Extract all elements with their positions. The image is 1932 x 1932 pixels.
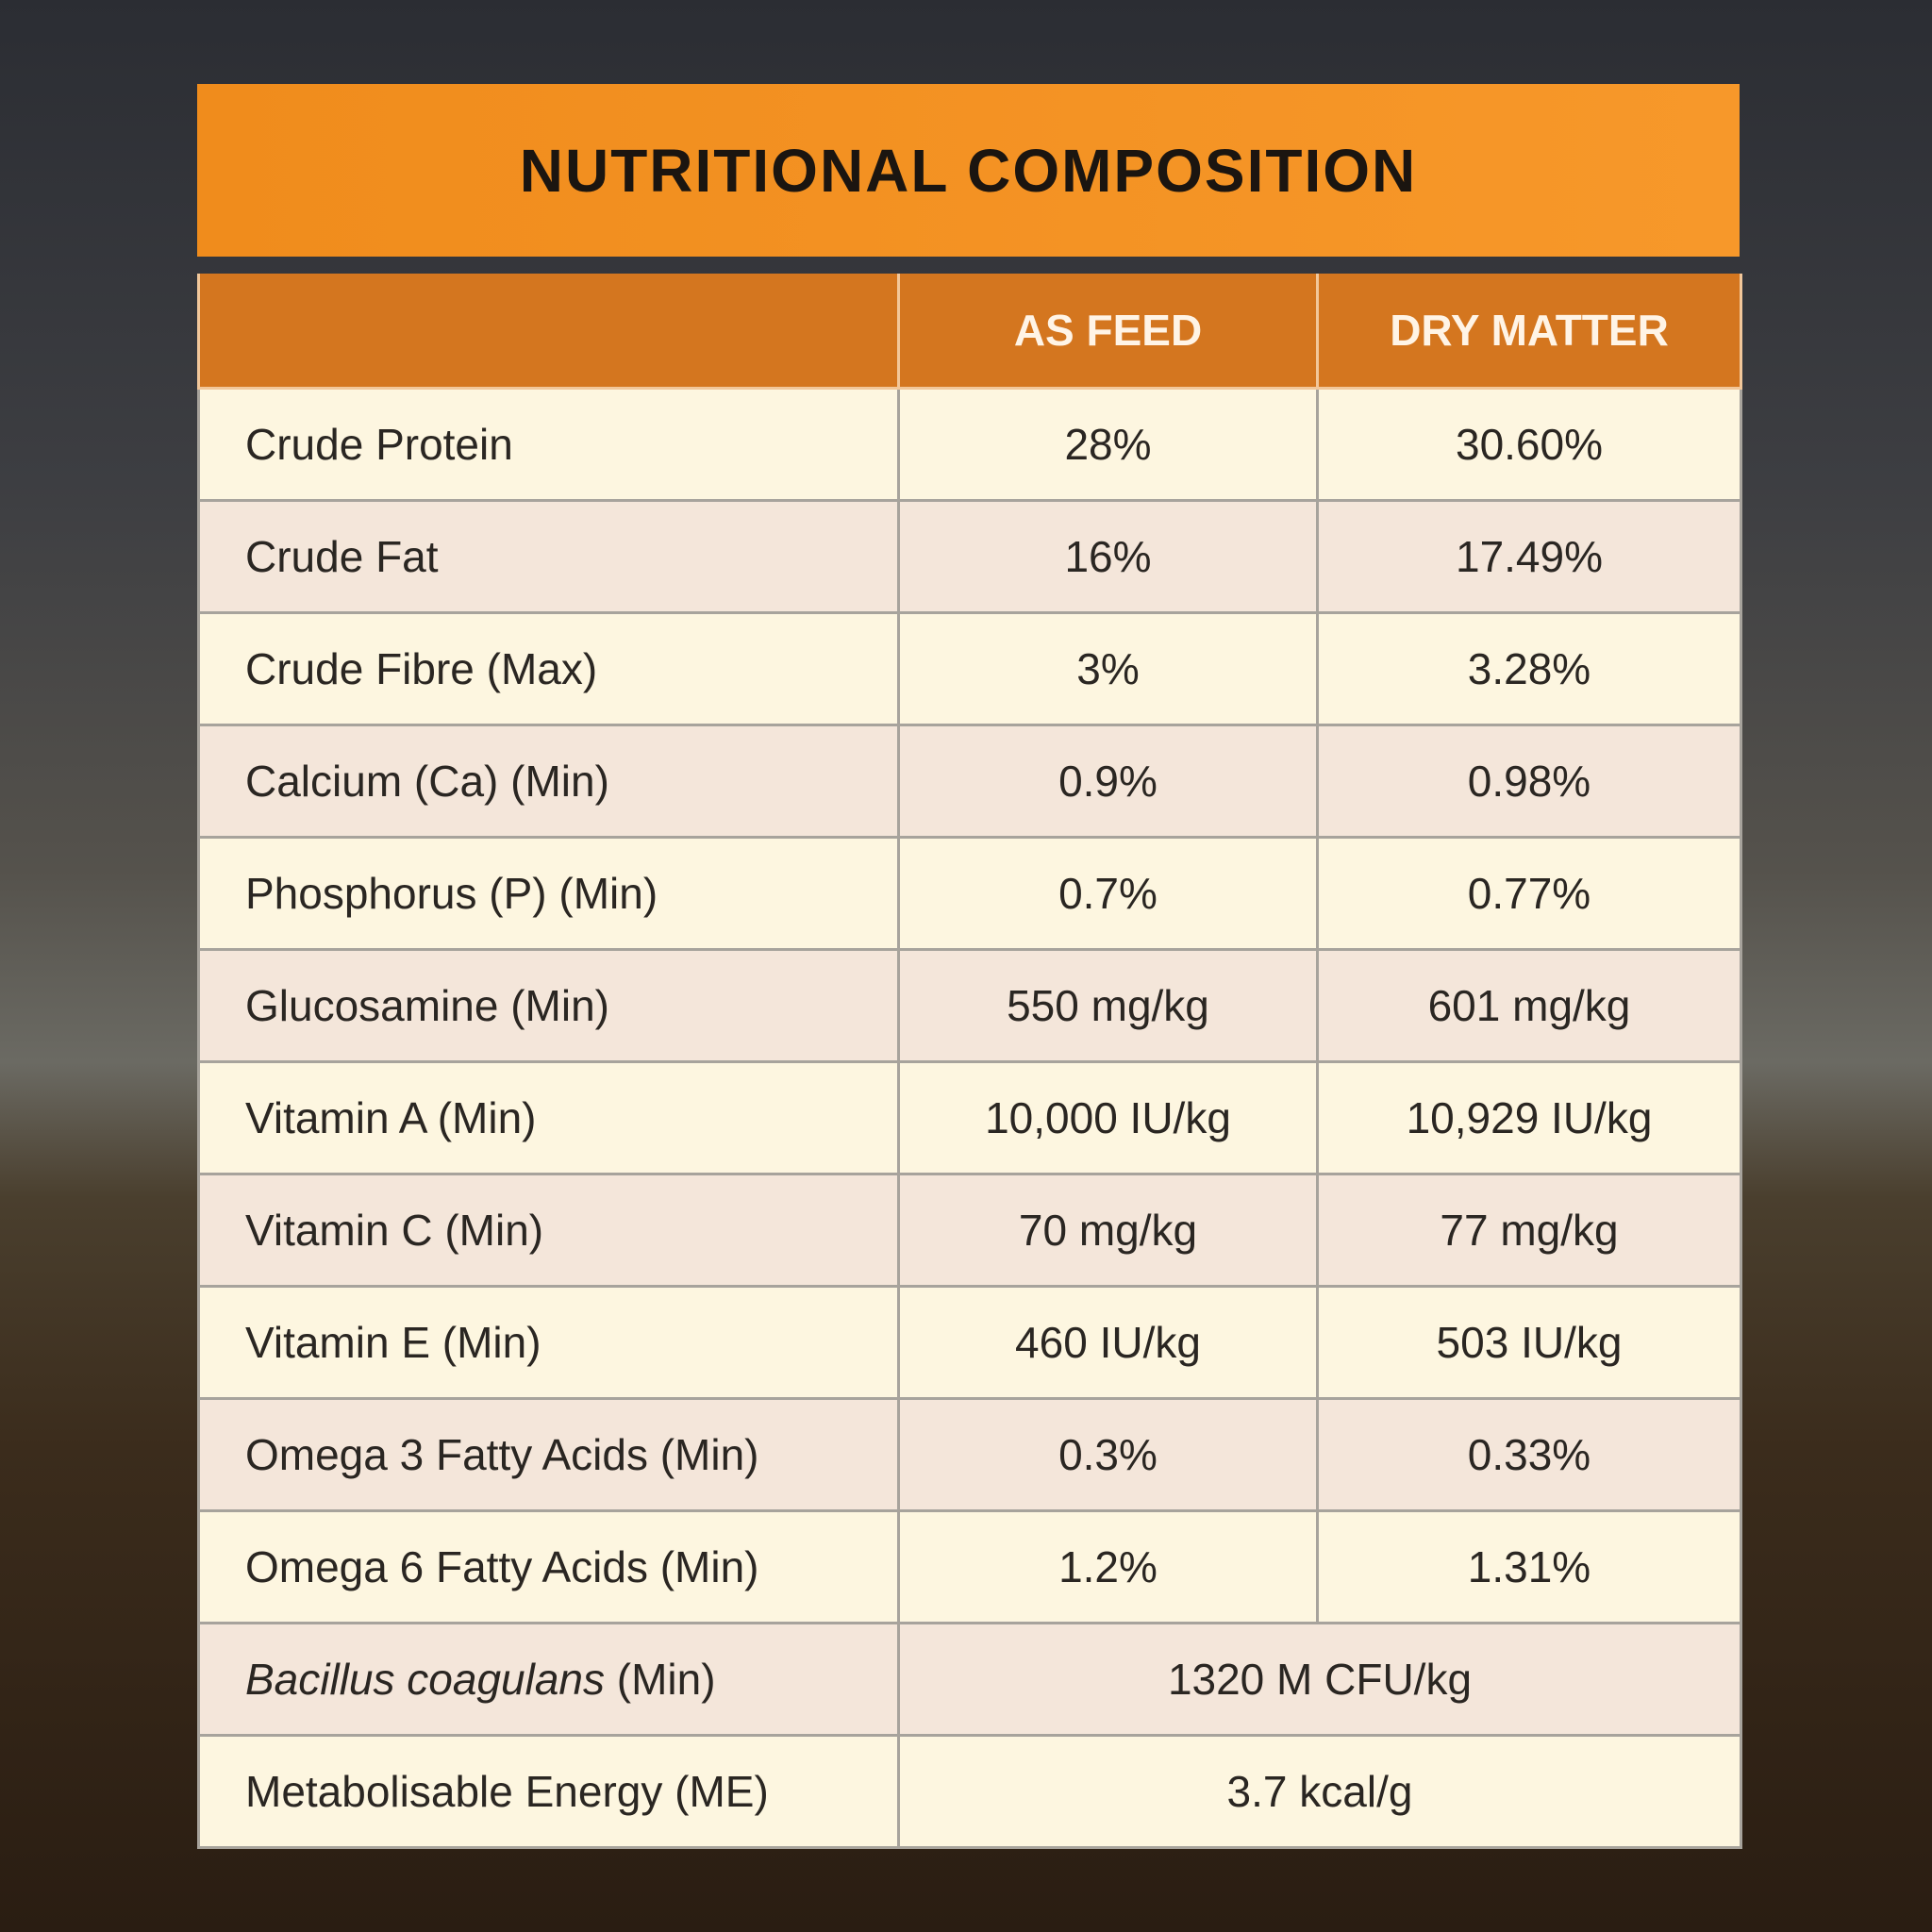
dry-matter-value: 10,929 IU/kg [1316, 1060, 1742, 1175]
column-header: DRY MATTER [1316, 274, 1742, 390]
table-row: Vitamin C (Min) 70 mg/kg 77 mg/kg [197, 1173, 1742, 1288]
as-feed-value: 10,000 IU/kg [897, 1060, 1319, 1175]
row-label: Calcium (Ca) (Min) [197, 724, 900, 839]
as-feed-value: 28% [897, 387, 1319, 502]
row-label-text: Metabolisable Energy (ME) [245, 1767, 769, 1816]
dry-matter-value: 30.60% [1316, 387, 1742, 502]
as-feed-value: 0.7% [897, 836, 1319, 951]
row-label-text: Crude Protein [245, 420, 513, 469]
title-bar: NUTRITIONAL COMPOSITION [197, 84, 1740, 257]
row-label-text: Glucosamine (Min) [245, 981, 609, 1030]
table-row: Vitamin A (Min) 10,000 IU/kg 10,929 IU/kg [197, 1060, 1742, 1175]
dry-matter-value: 0.98% [1316, 724, 1742, 839]
row-label-text: Calcium (Ca) (Min) [245, 757, 609, 806]
row-label: Omega 3 Fatty Acids (Min) [197, 1397, 900, 1512]
dry-matter-value: 503 IU/kg [1316, 1285, 1742, 1400]
as-feed-value: 3% [897, 611, 1319, 726]
row-label: Bacillus coagulans (Min) [197, 1622, 900, 1737]
row-label-text: Crude Fibre (Max) [245, 644, 598, 693]
table-row: Crude Protein 28% 30.60% [197, 387, 1742, 502]
row-label: Glucosamine (Min) [197, 948, 900, 1063]
table-row: Crude Fibre (Max) 3% 3.28% [197, 611, 1742, 726]
row-label: Phosphorus (P) (Min) [197, 836, 900, 951]
as-feed-value: 70 mg/kg [897, 1173, 1319, 1288]
row-label-text: Omega 3 Fatty Acids (Min) [245, 1430, 759, 1479]
table-row: Omega 3 Fatty Acids (Min) 0.3% 0.33% [197, 1397, 1742, 1512]
dry-matter-value: 1.31% [1316, 1509, 1742, 1624]
table-row: Metabolisable Energy (ME) 3.7 kcal/g [197, 1734, 1742, 1849]
row-label: Crude Fat [197, 499, 900, 614]
dry-matter-value: 0.33% [1316, 1397, 1742, 1512]
as-feed-value: 16% [897, 499, 1319, 614]
merged-value: 3.7 kcal/g [897, 1734, 1742, 1849]
as-feed-value: 0.3% [897, 1397, 1319, 1512]
row-label-text: (Min) [616, 1655, 716, 1704]
row-label: Omega 6 Fatty Acids (Min) [197, 1509, 900, 1624]
title: NUTRITIONAL COMPOSITION [519, 136, 1418, 205]
dry-matter-value: 77 mg/kg [1316, 1173, 1742, 1288]
dry-matter-value: 3.28% [1316, 611, 1742, 726]
table-row: Crude Fat 16% 17.49% [197, 499, 1742, 614]
table-row: Glucosamine (Min) 550 mg/kg 601 mg/kg [197, 948, 1742, 1063]
row-label: Vitamin E (Min) [197, 1285, 900, 1400]
header-cell [197, 274, 900, 390]
row-label-text: Phosphorus (P) (Min) [245, 869, 658, 918]
row-label: Vitamin A (Min) [197, 1060, 900, 1175]
table-row: Phosphorus (P) (Min) 0.7% 0.77% [197, 836, 1742, 951]
as-feed-value: 460 IU/kg [897, 1285, 1319, 1400]
row-label: Crude Fibre (Max) [197, 611, 900, 726]
as-feed-value: 1.2% [897, 1509, 1319, 1624]
row-label: Metabolisable Energy (ME) [197, 1734, 900, 1849]
row-label-text: Crude Fat [245, 532, 439, 581]
dry-matter-value: 0.77% [1316, 836, 1742, 951]
row-label: Crude Protein [197, 387, 900, 502]
table-row: Omega 6 Fatty Acids (Min) 1.2% 1.31% [197, 1509, 1742, 1624]
as-feed-value: 550 mg/kg [897, 948, 1319, 1063]
dry-matter-value: 601 mg/kg [1316, 948, 1742, 1063]
row-label: Vitamin C (Min) [197, 1173, 900, 1288]
row-label-text: Vitamin C (Min) [245, 1206, 544, 1255]
column-header: AS FEED [897, 274, 1319, 390]
merged-value: 1320 M CFU/kg [897, 1622, 1742, 1737]
table-row: Bacillus coagulans (Min) 1320 M CFU/kg [197, 1622, 1742, 1737]
row-label-italic: Bacillus coagulans [245, 1655, 606, 1704]
dry-matter-value: 17.49% [1316, 499, 1742, 614]
as-feed-value: 0.9% [897, 724, 1319, 839]
table-row: Vitamin E (Min) 460 IU/kg 503 IU/kg [197, 1285, 1742, 1400]
row-label-text: Vitamin E (Min) [245, 1318, 541, 1367]
header-row: AS FEED DRY MATTER [197, 274, 1742, 390]
table-row: Calcium (Ca) (Min) 0.9% 0.98% [197, 724, 1742, 839]
row-label-text: Omega 6 Fatty Acids (Min) [245, 1542, 759, 1591]
row-label-text: Vitamin A (Min) [245, 1093, 537, 1142]
nutrition-table: AS FEED DRY MATTER Crude Protein 28% 30.60% C… [197, 274, 1742, 1849]
